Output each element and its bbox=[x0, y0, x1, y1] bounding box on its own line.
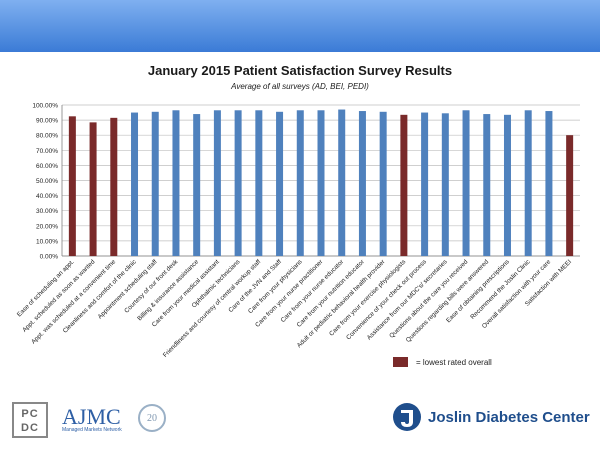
y-tick-label: 100.00% bbox=[32, 103, 58, 110]
y-tick-label: 30.00% bbox=[36, 208, 58, 215]
bar bbox=[358, 111, 366, 256]
pcdc-logo-line1: PC bbox=[21, 408, 39, 420]
x-tick-label: Appt. was scheduled at a convenient time bbox=[30, 258, 117, 345]
bar bbox=[379, 111, 387, 256]
pcdc-logo: PC DC bbox=[12, 402, 48, 438]
ajmc-tagline: Managed Markets Network bbox=[62, 427, 122, 433]
bar bbox=[193, 114, 201, 256]
legend: = lowest rated overall bbox=[393, 357, 492, 367]
chart-title: January 2015 Patient Satisfaction Survey… bbox=[147, 63, 453, 78]
ajmc-logo: AJMC bbox=[62, 404, 121, 429]
bar bbox=[213, 110, 221, 256]
x-tick-label: Care from your exercise physiologists bbox=[328, 258, 407, 337]
joslin-logo-text: Joslin Diabetes Center bbox=[428, 409, 590, 426]
bar bbox=[255, 110, 263, 256]
bar bbox=[524, 110, 532, 256]
y-tick-label: 70.00% bbox=[36, 148, 58, 155]
bar bbox=[151, 111, 159, 256]
bar bbox=[338, 109, 346, 256]
bar bbox=[276, 111, 284, 256]
joslin-logo-icon bbox=[393, 403, 421, 431]
y-tick-label: 50.00% bbox=[36, 178, 58, 185]
chart-subtitle: Average of all surveys (AD, BEI, PEDI) bbox=[231, 82, 369, 91]
bar bbox=[131, 112, 139, 256]
bar bbox=[296, 110, 304, 256]
bar bbox=[462, 110, 470, 256]
y-tick-label: 60.00% bbox=[36, 163, 58, 170]
bar bbox=[234, 110, 242, 256]
y-tick-label: 40.00% bbox=[36, 193, 58, 200]
pcdc-logo-line2: DC bbox=[21, 422, 39, 434]
bar bbox=[441, 113, 449, 257]
bar bbox=[421, 112, 429, 256]
bar bbox=[110, 117, 118, 257]
legend-label: = lowest rated overall bbox=[416, 357, 492, 367]
legend-swatch bbox=[393, 357, 408, 367]
anniversary-seal: 20 bbox=[138, 404, 166, 432]
y-tick-label: 80.00% bbox=[36, 133, 58, 140]
bar bbox=[89, 122, 97, 257]
bar bbox=[68, 116, 76, 256]
bar bbox=[483, 114, 491, 256]
y-tick-label: 0.00% bbox=[40, 254, 59, 261]
y-tick-label: 10.00% bbox=[36, 238, 58, 245]
bar bbox=[503, 114, 511, 256]
bar-chart: 0.00% 10.00% 20.00% 30.00% 40.00% 50.00% 60.00… bbox=[16, 103, 580, 359]
bar bbox=[172, 110, 180, 256]
bar bbox=[317, 110, 325, 256]
x-tick-label: Questions about the care you received bbox=[388, 258, 470, 340]
y-tick-label: 90.00% bbox=[36, 118, 58, 125]
header-banner bbox=[0, 0, 600, 52]
bar bbox=[566, 135, 574, 256]
bar bbox=[545, 111, 553, 256]
bar bbox=[400, 114, 408, 256]
y-tick-label: 20.00% bbox=[36, 223, 58, 230]
